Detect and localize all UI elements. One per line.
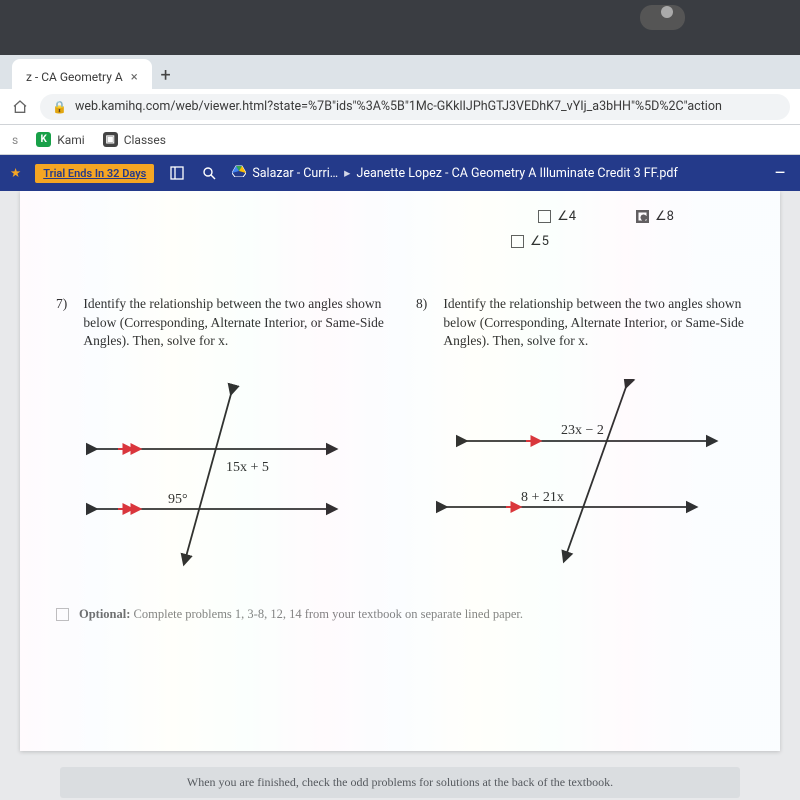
checkbox-icon [538,210,551,223]
bookmarks-leading: s [12,133,18,147]
drive-icon [232,165,246,181]
bookmark-kami[interactable]: K Kami [36,132,85,147]
problem-7-figure: 15x + 5 95° [56,379,386,569]
checkbox-angle4[interactable]: ∠4 [538,209,576,224]
checkbox-checked-icon [636,210,649,223]
optional-line: Optional: Complete problems 1, 3-8, 12, … [56,607,744,622]
classes-favicon: ▣ [103,132,118,147]
breadcrumb-file[interactable]: Jeanette Lopez - CA Geometry A Illuminat… [356,166,677,181]
home-button[interactable] [10,97,30,117]
checkbox-icon [511,235,524,248]
label-angle8: ∠8 [655,209,674,224]
sidebar-toggle-icon[interactable] [168,164,186,182]
laptop-webcam-lens [661,6,673,18]
svg-text:23x − 2: 23x − 2 [561,423,604,438]
problem-8-text: Identify the relationship between the tw… [443,295,745,351]
url-box[interactable]: 🔒 web.kamihq.com/web/viewer.html?state=%… [40,94,790,120]
address-bar: 🔒 web.kamihq.com/web/viewer.html?state=%… [0,89,800,125]
tab-strip: z - CA Geometry A × + [0,55,800,89]
expr-15x: 15x + 5 [226,460,269,475]
zoom-out-button[interactable]: – [774,163,790,184]
kami-header: ★ Trial Ends In 32 Days Salazar - Curri…… [0,155,800,191]
problems-row: 7) Identify the relationship between the… [56,295,744,569]
home-icon [12,99,28,115]
checkbox-row-2: ∠5 [56,234,744,249]
star-icon[interactable]: ★ [10,165,21,181]
problem-8: 8) Identify the relationship between the… [416,295,746,569]
problem-7-text: Identify the relationship between the tw… [83,295,385,351]
new-tab-button[interactable]: + [152,61,180,89]
checkbox-angle8[interactable]: ∠8 [636,209,674,224]
lock-icon: 🔒 [52,100,67,114]
bookmarks-bar: s K Kami ▣ Classes [0,125,800,155]
svg-text:95°: 95° [168,492,188,507]
browser-window: z - CA Geometry A × + 🔒 web.kamihq.com/w… [0,55,800,800]
bookmark-classes-label: Classes [124,133,166,147]
problem-7: 7) Identify the relationship between the… [56,295,386,569]
problem-8-figure: 23x − 2 8 + 21x [416,379,746,569]
search-icon[interactable] [200,164,218,182]
checkbox-row-1: ∠4 ∠8 [56,209,744,224]
kami-favicon: K [36,132,51,147]
label-angle4: ∠4 [557,209,576,224]
footer-note: When you are finished, check the odd pro… [60,767,740,798]
checkbox-icon[interactable] [56,608,69,621]
document-viewport: ∠4 ∠8 ∠5 7) Identify the relationship [0,191,800,800]
url-text: web.kamihq.com/web/viewer.html?state=%7B… [75,99,722,114]
breadcrumb-folder[interactable]: Salazar - Curri… [252,166,338,181]
checkbox-angle5[interactable]: ∠5 [511,234,549,249]
pdf-page: ∠4 ∠8 ∠5 7) Identify the relationship [20,191,780,751]
breadcrumb: Salazar - Curri… ▸ Jeanette Lopez - CA G… [232,165,678,181]
optional-text: Complete problems 1, 3-8, 12, 14 from yo… [134,607,524,621]
tab-geometry[interactable]: z - CA Geometry A × [12,59,152,89]
chevron-right-icon: ▸ [344,165,350,181]
label-angle5: ∠5 [530,234,549,249]
close-icon[interactable]: × [131,70,138,85]
bookmark-classes[interactable]: ▣ Classes [103,132,166,147]
optional-label: Optional: [79,607,130,621]
problem-8-number: 8) [416,295,440,314]
problem-7-number: 7) [56,295,80,314]
svg-text:8 + 21x: 8 + 21x [521,490,564,505]
trial-badge[interactable]: Trial Ends In 32 Days [35,164,154,183]
bookmark-kami-label: Kami [57,133,85,147]
tab-title: z - CA Geometry A [26,70,123,84]
